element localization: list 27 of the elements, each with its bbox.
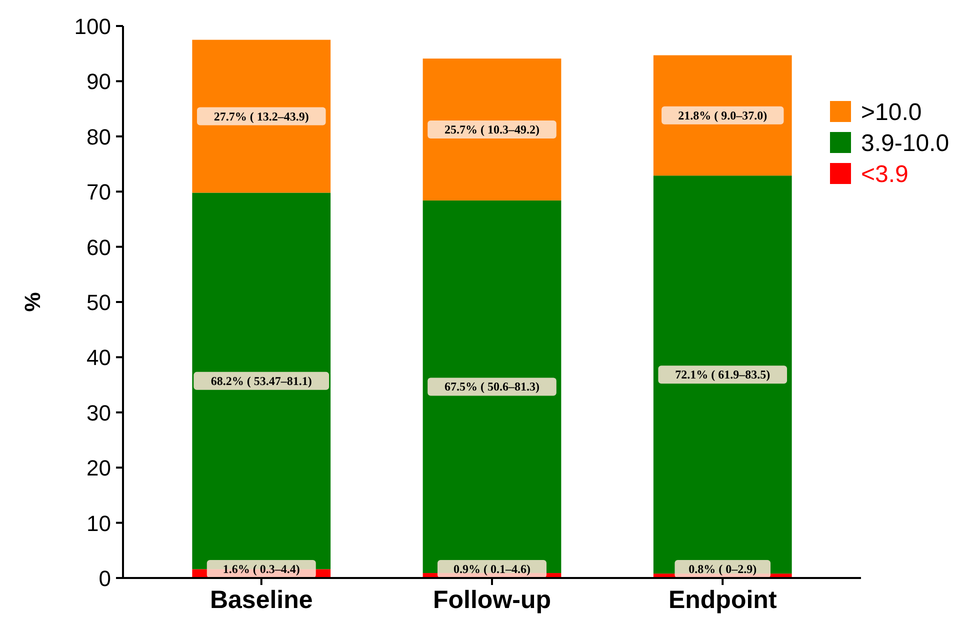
legend-label: <3.9 <box>861 161 908 188</box>
legend-label: 3.9-10.0 <box>861 130 950 157</box>
data-label: 21.8% ( 9.0–37.0) <box>678 108 768 122</box>
y-tick-label: 80 <box>86 124 111 150</box>
data-label: 67.5% ( 50.6–81.3) <box>444 380 540 394</box>
y-tick-label: 100 <box>74 14 111 39</box>
y-tick-label: 60 <box>86 234 111 260</box>
legend-label: >10.0 <box>861 99 922 126</box>
y-tick-label: 10 <box>86 510 111 536</box>
data-label: 72.1% ( 61.9–83.5) <box>675 368 770 382</box>
data-label: 1.6% ( 0.3–4.4) <box>222 562 300 576</box>
y-tick-label: 0 <box>98 566 111 591</box>
x-tick-label: Follow-up <box>432 586 552 614</box>
data-label: 0.9% ( 0.1–4.6) <box>454 562 530 576</box>
data-label: 0.8% ( 0–2.9) <box>688 562 757 576</box>
x-tick-label: Baseline <box>210 586 313 614</box>
y-tick-label: 20 <box>86 456 111 481</box>
y-tick-label: 40 <box>86 345 111 370</box>
y-tick-label: 90 <box>86 69 111 94</box>
y-tick-label: 30 <box>86 400 111 426</box>
data-label: 68.2% ( 53.47–81.1) <box>210 374 312 388</box>
y-tick-label: 50 <box>86 290 111 315</box>
x-tick-label: Endpoint <box>668 586 778 614</box>
y-axis-title: % <box>20 292 45 312</box>
data-label: 25.7% ( 10.3–49.2) <box>444 122 540 136</box>
y-tick-label: 70 <box>86 180 111 205</box>
data-label: 27.7% ( 13.2–43.9) <box>214 109 309 124</box>
